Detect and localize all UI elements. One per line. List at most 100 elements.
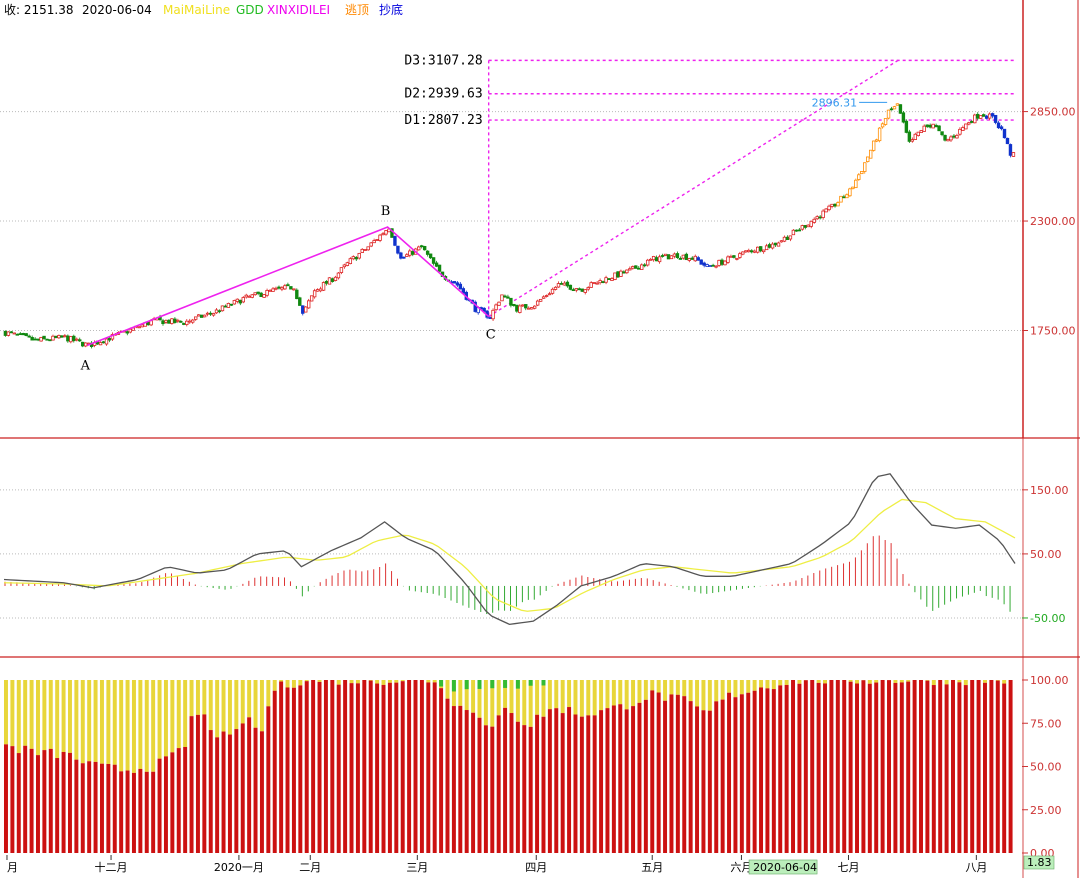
ratio-yellow-bar bbox=[80, 680, 85, 764]
ratio-tick-label: 50.00 bbox=[1030, 761, 1062, 774]
macd-tick-label: 50.00 bbox=[1030, 548, 1062, 561]
candle-body bbox=[830, 203, 834, 207]
candle-body bbox=[871, 140, 876, 151]
ratio-red-bar bbox=[637, 702, 642, 853]
macd-tick-label: -50.00 bbox=[1030, 612, 1065, 625]
candle-body bbox=[6, 331, 11, 336]
candle-body bbox=[378, 234, 382, 241]
ratio-red-bar bbox=[311, 680, 316, 853]
ratio-yellow-bar bbox=[483, 680, 488, 726]
ratio-red-bar bbox=[631, 706, 636, 853]
candle-body bbox=[651, 256, 656, 261]
candle-body bbox=[455, 282, 460, 286]
macd-dif-line bbox=[3, 473, 1016, 626]
ratio-green-bar bbox=[464, 680, 469, 690]
ratio-yellow-bar bbox=[42, 680, 47, 751]
candle-body bbox=[672, 253, 677, 257]
candle-body bbox=[640, 264, 644, 270]
candle-body bbox=[979, 115, 983, 119]
ratio-red-bar bbox=[803, 680, 808, 853]
ratio-red-bar bbox=[112, 764, 117, 853]
ratio-red-bar bbox=[10, 746, 15, 853]
candle-body bbox=[711, 264, 715, 267]
candle-body bbox=[452, 281, 457, 284]
candle-body bbox=[598, 280, 602, 284]
candle-body bbox=[990, 113, 995, 117]
candle-body bbox=[497, 301, 501, 306]
indicator-xinxidilei[interactable]: XINXIDILEI bbox=[267, 3, 330, 17]
ratio-red-bar bbox=[279, 681, 284, 853]
ratio-red-bar bbox=[848, 681, 853, 853]
candle-body bbox=[366, 246, 370, 251]
indicator-taoding[interactable]: 逃顶 bbox=[345, 3, 369, 17]
candle-body bbox=[889, 108, 894, 111]
candle-body bbox=[164, 320, 168, 323]
ratio-red-bar bbox=[797, 683, 802, 853]
candle-body bbox=[729, 255, 733, 258]
candle-body bbox=[952, 135, 956, 138]
candle-body bbox=[996, 122, 1001, 129]
candle-body bbox=[107, 338, 112, 341]
candle-body bbox=[577, 288, 581, 291]
candle-body bbox=[185, 320, 189, 325]
ratio-red-bar bbox=[195, 714, 200, 853]
ratio-red-bar bbox=[522, 725, 527, 853]
candle-body bbox=[503, 295, 507, 298]
ratio-red-bar bbox=[151, 771, 156, 853]
ratio-red-bar bbox=[995, 680, 1000, 853]
candle-body bbox=[901, 112, 906, 123]
candle-body bbox=[574, 288, 579, 291]
candle-body bbox=[800, 225, 805, 230]
ratio-red-bar bbox=[733, 697, 738, 853]
candle-body bbox=[324, 280, 329, 284]
ratio-yellow-bar bbox=[637, 680, 642, 703]
candle-body bbox=[191, 319, 195, 323]
ratio-red-bar bbox=[624, 709, 629, 853]
candle-body bbox=[973, 114, 977, 124]
ratio-yellow-bar bbox=[227, 680, 232, 735]
ratio-red-bar bbox=[55, 758, 60, 853]
ratio-red-bar bbox=[887, 680, 891, 853]
candle-body bbox=[167, 319, 171, 324]
ratio-yellow-bar bbox=[874, 680, 879, 683]
candle-body bbox=[654, 257, 659, 262]
ratio-red-bar bbox=[163, 756, 168, 853]
ratio-red-bar bbox=[234, 729, 239, 853]
candle-body bbox=[955, 134, 959, 139]
ratio-yellow-bar bbox=[99, 680, 104, 764]
ratio-red-bar bbox=[739, 694, 744, 853]
candle-body bbox=[411, 251, 415, 255]
ratio-red-bar bbox=[323, 680, 328, 853]
ratio-yellow-bar bbox=[336, 680, 341, 685]
candle-body bbox=[425, 250, 430, 255]
candle-body bbox=[271, 288, 275, 292]
indicator-chaodi[interactable]: 抄底 bbox=[379, 2, 403, 17]
candle-body bbox=[327, 277, 332, 285]
ratio-yellow-bar bbox=[522, 680, 527, 726]
candle-body bbox=[839, 195, 843, 203]
candle-body bbox=[631, 266, 635, 269]
ratio-red-bar bbox=[560, 713, 565, 853]
ratio-red-bar bbox=[765, 688, 770, 853]
candle-body bbox=[232, 300, 237, 305]
ratio-red-bar bbox=[387, 682, 392, 853]
ratio-yellow-bar bbox=[163, 680, 168, 757]
ratio-red-bar bbox=[688, 701, 693, 853]
ratio-yellow-bar bbox=[631, 680, 636, 707]
ratio-red-bar bbox=[298, 685, 303, 853]
candle-body bbox=[544, 295, 549, 297]
ratio-yellow-bar bbox=[567, 680, 572, 708]
candle-body bbox=[51, 335, 55, 341]
ratio-green-bar bbox=[541, 680, 546, 686]
ratio-yellow-bar bbox=[855, 680, 859, 684]
ratio-yellow-bar bbox=[208, 680, 213, 731]
indicator-maimailine[interactable]: MaiMaiLine bbox=[163, 3, 230, 17]
ratio-yellow-bar bbox=[151, 680, 156, 772]
ratio-red-bar bbox=[656, 692, 661, 853]
candle-body bbox=[919, 130, 923, 133]
candle-body bbox=[987, 113, 992, 119]
candle-body bbox=[874, 139, 879, 142]
ratio-yellow-bar bbox=[560, 680, 565, 714]
indicator-gdd[interactable]: GDD bbox=[236, 3, 264, 17]
